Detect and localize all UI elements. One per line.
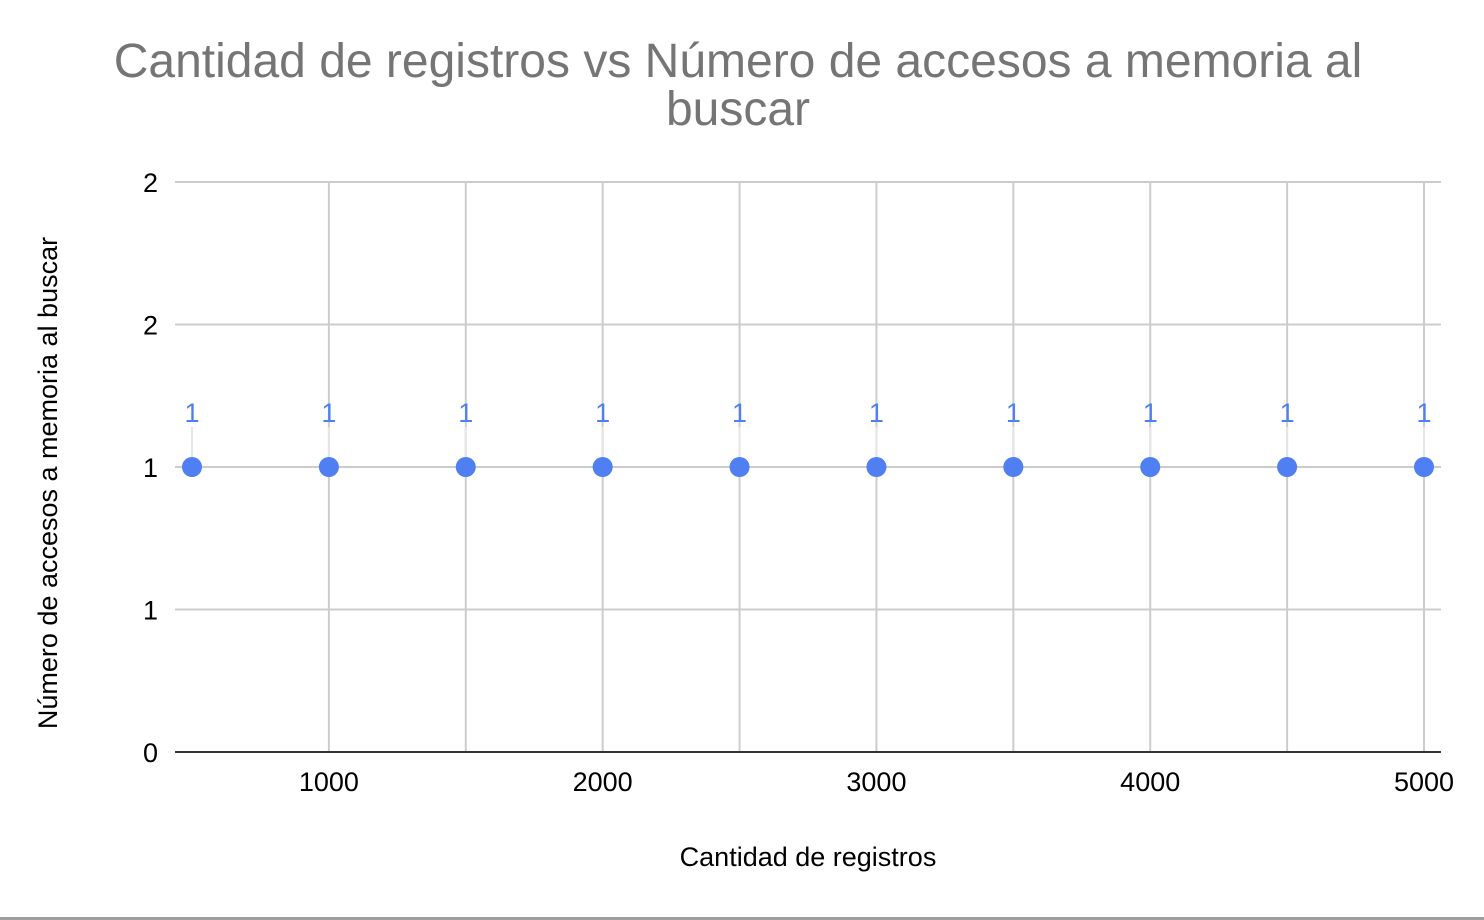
data-label: 1 — [1006, 398, 1021, 428]
frame-bottom-border — [0, 917, 1484, 920]
y-tick-label: 1 — [143, 596, 158, 626]
y-gridlines — [175, 181, 1441, 611]
data-point — [455, 457, 476, 477]
chart-title-line-1: Cantidad de registros vs Número de acces… — [114, 35, 1363, 88]
data-label: 1 — [869, 398, 884, 428]
data-point — [182, 457, 202, 477]
data-point — [592, 457, 613, 477]
data-label: 1 — [1143, 398, 1158, 428]
data-label: 1 — [595, 398, 610, 428]
data-point — [729, 457, 750, 477]
data-label: 1 — [321, 398, 336, 428]
x-tick-label: 5000 — [1394, 767, 1454, 797]
x-tick-label: 3000 — [846, 767, 906, 797]
data-point — [1140, 457, 1161, 477]
y-tick-label: 0 — [143, 738, 158, 768]
x-axis-title: Cantidad de registros — [680, 842, 937, 872]
data-points: 1 1 1 1 1 1 1 1 1 1 — [182, 398, 1434, 477]
x-tick-label: 2000 — [573, 767, 633, 797]
data-label: 1 — [458, 398, 473, 428]
x-tick-label: 4000 — [1120, 767, 1180, 797]
data-label: 1 — [1416, 398, 1431, 428]
data-label: 1 — [184, 398, 199, 428]
data-point — [866, 457, 887, 477]
y-tick-labels: 0 1 1 2 2 — [143, 168, 158, 768]
x-tick-labels: 1000 2000 3000 4000 5000 — [299, 767, 1454, 797]
y-tick-label: 1 — [143, 453, 158, 483]
data-point — [1003, 457, 1024, 477]
y-tick-label: 2 — [143, 311, 158, 341]
y-tick-label: 2 — [143, 168, 158, 198]
data-point — [1414, 457, 1434, 477]
data-label: 1 — [732, 398, 747, 428]
chart-title-line-2: buscar — [666, 83, 810, 136]
y-axis-title: Número de accesos a memoria al buscar — [33, 237, 63, 729]
x-tick-label: 1000 — [299, 767, 359, 797]
data-label: 1 — [1280, 398, 1295, 428]
data-point — [1277, 457, 1298, 477]
chart-title: Cantidad de registros vs Número de acces… — [114, 35, 1363, 136]
data-point — [318, 457, 339, 477]
